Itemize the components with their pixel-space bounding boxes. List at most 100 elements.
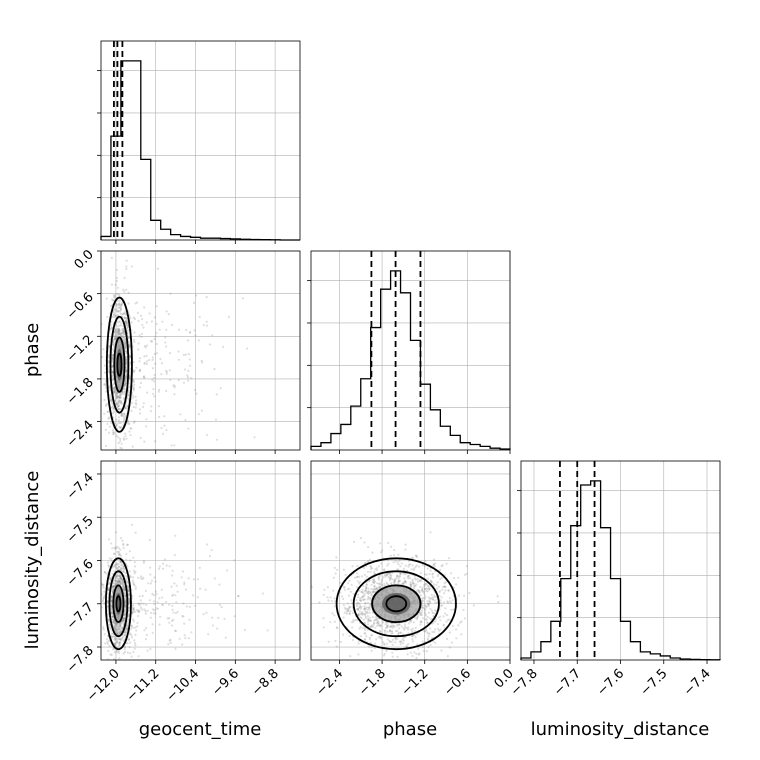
scatter-point: [446, 618, 450, 622]
scatter-point: [431, 611, 434, 614]
scatter-point: [122, 618, 125, 621]
x-tick-label-luminosity_distance-4: −7.4: [681, 666, 714, 699]
scatter-point: [124, 358, 128, 361]
scatter-point: [165, 370, 169, 373]
scatter-point: [359, 613, 362, 616]
scatter-point: [144, 589, 147, 593]
y-tick-label-phase-1: −1.8: [64, 375, 97, 408]
scatter-point: [132, 581, 135, 584]
scatter-point: [119, 575, 122, 578]
scatter-point: [153, 376, 156, 379]
scatter-point: [128, 601, 131, 604]
scatter-point: [120, 564, 123, 567]
scatter-point: [133, 369, 136, 372]
scatter-point: [429, 531, 432, 534]
scatter-point: [366, 620, 370, 623]
scatter-point: [364, 588, 367, 591]
scatter-point: [388, 577, 391, 580]
scatter-point: [110, 601, 113, 604]
scatter-point: [443, 592, 446, 595]
frame-1-0: [100, 250, 301, 451]
y-tick-label-luminosity_distance-2: −7.6: [64, 557, 97, 590]
scatter-point: [413, 584, 416, 587]
scatter-point: [406, 569, 409, 572]
scatter-point: [432, 612, 435, 615]
scatter-point: [145, 354, 148, 357]
scatter-point: [110, 326, 113, 329]
scatter-point: [111, 359, 114, 363]
scatter-point: [424, 608, 427, 612]
scatter-point: [364, 601, 367, 604]
scatter-point: [132, 608, 136, 612]
scatter-point: [112, 565, 115, 568]
x-tick-label-phase-2: −1.2: [399, 666, 432, 699]
scatter-point: [124, 611, 127, 614]
scatter-point: [439, 619, 442, 622]
scatter-point: [198, 566, 201, 569]
scatter-point: [121, 565, 125, 568]
scatter-point: [438, 590, 441, 593]
scatter-point: [144, 610, 147, 613]
scatter-point: [218, 603, 222, 607]
scatter-point: [387, 572, 390, 576]
scatter-point: [124, 340, 127, 344]
scatter-point: [155, 322, 158, 326]
scatter-point: [353, 540, 356, 544]
scatter-point: [111, 365, 114, 368]
scatter-point: [426, 584, 430, 588]
scatter-point: [377, 624, 380, 627]
scatter-point: [443, 582, 446, 585]
scatter-point: [118, 626, 121, 630]
scatter-point: [133, 572, 136, 575]
scatter-point: [429, 607, 432, 610]
scatter-point: [386, 559, 389, 562]
scatter-point: [130, 655, 133, 658]
scatter-point: [149, 566, 152, 569]
scatter-point: [418, 579, 421, 583]
scatter-point: [115, 434, 118, 437]
scatter-point: [356, 575, 359, 579]
scatter-point: [120, 636, 123, 640]
scatter-point: [110, 611, 113, 614]
x-tick-label-geocent_time-2: −10.4: [164, 666, 203, 705]
scatter-point: [403, 636, 406, 639]
scatter-point: [118, 404, 121, 407]
scatter-point: [375, 638, 378, 641]
scatter-point: [414, 584, 417, 588]
scatter-point: [118, 638, 121, 641]
scatter-point: [151, 623, 154, 626]
scatter-point: [126, 324, 129, 327]
scatter-point: [103, 412, 106, 415]
scatter-point: [117, 455, 119, 457]
scatter-point: [409, 583, 412, 586]
scatter-point: [124, 342, 127, 345]
scatter-point: [184, 418, 187, 422]
scatter-point: [143, 375, 146, 378]
scatter-point: [399, 640, 402, 644]
scatter-point: [118, 623, 121, 626]
scatter-point: [122, 636, 125, 639]
scatter-point: [375, 621, 378, 625]
scatter-point: [114, 579, 117, 582]
scatter-point: [413, 651, 416, 654]
scatter-point: [425, 590, 428, 593]
scatter-point: [110, 600, 113, 603]
scatter-point: [118, 574, 121, 578]
scatter-point: [121, 579, 124, 582]
scatter-point: [411, 580, 414, 583]
scatter-point: [113, 564, 116, 567]
scatter-point: [385, 649, 388, 653]
scatter-point: [419, 623, 422, 626]
scatter-point: [378, 629, 382, 633]
scatter-point: [397, 580, 400, 583]
scatter-point: [174, 629, 177, 632]
scatter-point: [326, 596, 329, 599]
scatter-point: [133, 317, 137, 321]
scatter-point: [193, 329, 196, 332]
scatter-point: [398, 575, 401, 578]
scatter-point: [496, 595, 499, 598]
scatter-point: [134, 587, 137, 591]
scatter-point: [149, 647, 152, 651]
scatter-point: [106, 600, 110, 603]
scatter-point: [140, 314, 143, 317]
